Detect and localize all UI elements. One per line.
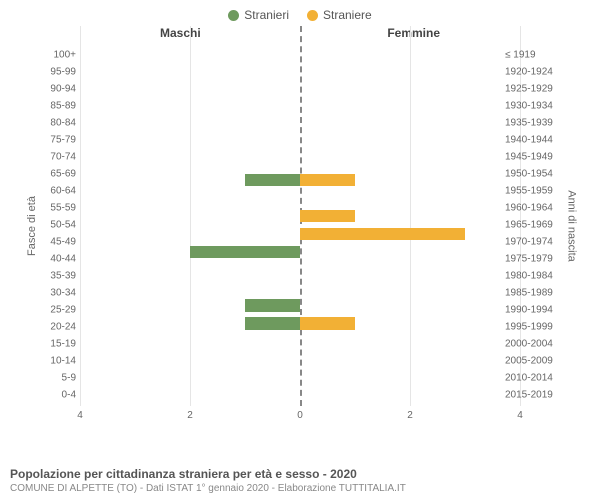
age-row: [80, 386, 520, 404]
age-row: [80, 279, 520, 297]
age-row: [80, 28, 520, 46]
x-tick-label: 0: [297, 410, 303, 421]
chart-subtitle: COMUNE DI ALPETTE (TO) - Dati ISTAT 1° g…: [10, 483, 590, 494]
age-row: [80, 118, 520, 136]
y-tick-birth: 2000-2004: [505, 339, 560, 350]
y-tick-birth: 1945-1949: [505, 151, 560, 162]
y-tick-birth: 1940-1944: [505, 134, 560, 145]
chart-title: Popolazione per cittadinanza straniera p…: [10, 467, 590, 481]
y-axis-label-right: Anni di nascita: [566, 190, 578, 262]
y-tick-age: 20-24: [40, 322, 76, 333]
y-tick-birth: 1995-1999: [505, 322, 560, 333]
y-tick-age: 65-69: [40, 168, 76, 179]
age-row: [80, 171, 520, 189]
legend-swatch-female: [307, 10, 318, 21]
y-tick-age: 50-54: [40, 220, 76, 231]
y-tick-age: 0-4: [40, 390, 76, 401]
bar-female: [300, 317, 355, 330]
bar-female: [300, 228, 465, 241]
age-row: [80, 189, 520, 207]
y-tick-birth: 1955-1959: [505, 185, 560, 196]
y-tick-age: 35-39: [40, 271, 76, 282]
y-tick-birth: 1965-1969: [505, 220, 560, 231]
legend-label-male: Stranieri: [244, 8, 289, 22]
y-tick-age: 70-74: [40, 151, 76, 162]
y-tick-age: 25-29: [40, 305, 76, 316]
x-tick-label: 2: [187, 410, 193, 421]
age-row: [80, 64, 520, 82]
y-tick-birth: 1970-1974: [505, 237, 560, 248]
y-tick-birth: ≤ 1919: [505, 49, 560, 60]
age-row: [80, 225, 520, 243]
y-tick-age: 30-34: [40, 288, 76, 299]
age-row: [80, 135, 520, 153]
y-tick-birth: 1925-1929: [505, 83, 560, 94]
legend-item-female: Straniere: [307, 8, 372, 22]
bar-male: [245, 317, 300, 330]
y-tick-age: 85-89: [40, 100, 76, 111]
legend-swatch-male: [228, 10, 239, 21]
y-tick-age: 10-14: [40, 356, 76, 367]
chart-container: Stranieri Straniere Maschi Femmine Fasce…: [0, 0, 600, 500]
y-tick-birth: 1990-1994: [505, 305, 560, 316]
age-row: [80, 207, 520, 225]
y-tick-age: 75-79: [40, 134, 76, 145]
y-tick-age: 55-59: [40, 202, 76, 213]
y-tick-age: 15-19: [40, 339, 76, 350]
y-tick-age: 60-64: [40, 185, 76, 196]
y-tick-birth: 2015-2019: [505, 390, 560, 401]
y-tick-birth: 1920-1924: [505, 66, 560, 77]
age-row: [80, 332, 520, 350]
y-tick-age: 100+: [40, 49, 76, 60]
y-tick-age: 95-99: [40, 66, 76, 77]
legend-item-male: Stranieri: [228, 8, 289, 22]
legend-label-female: Straniere: [323, 8, 372, 22]
y-tick-birth: 1985-1989: [505, 288, 560, 299]
y-tick-age: 5-9: [40, 373, 76, 384]
x-axis-ticks: 4 2 0 2 4: [80, 410, 520, 426]
y-tick-birth: 1975-1979: [505, 254, 560, 265]
age-row: [80, 368, 520, 386]
x-tick-label: 2: [407, 410, 413, 421]
age-row: [80, 261, 520, 279]
y-tick-age: 80-84: [40, 117, 76, 128]
y-tick-birth: 1930-1934: [505, 100, 560, 111]
bar-female: [300, 174, 355, 187]
chart-rows: [80, 28, 520, 404]
y-tick-age: 90-94: [40, 83, 76, 94]
y-tick-birth: 1950-1954: [505, 168, 560, 179]
bar-female: [300, 210, 355, 223]
y-axis-label-left: Fasce di età: [26, 196, 38, 256]
y-tick-birth: 2005-2009: [505, 356, 560, 367]
age-row: [80, 82, 520, 100]
x-tick-label: 4: [77, 410, 83, 421]
age-row: [80, 243, 520, 261]
chart-footer: Popolazione per cittadinanza straniera p…: [10, 467, 590, 494]
y-tick-birth: 1935-1939: [505, 117, 560, 128]
age-row: [80, 297, 520, 315]
age-row: [80, 350, 520, 368]
bar-male: [190, 246, 300, 259]
age-row: [80, 46, 520, 64]
y-tick-birth: 2010-2014: [505, 373, 560, 384]
y-tick-age: 45-49: [40, 237, 76, 248]
y-tick-age: 40-44: [40, 254, 76, 265]
y-tick-birth: 1980-1984: [505, 271, 560, 282]
age-row: [80, 153, 520, 171]
x-tick-label: 4: [517, 410, 523, 421]
plot-area: Maschi Femmine Fasce di età Anni di nasc…: [40, 26, 560, 426]
age-row: [80, 315, 520, 333]
y-tick-birth: 1960-1964: [505, 202, 560, 213]
bar-male: [245, 299, 300, 312]
age-row: [80, 100, 520, 118]
legend: Stranieri Straniere: [0, 8, 600, 22]
bar-male: [245, 174, 300, 187]
